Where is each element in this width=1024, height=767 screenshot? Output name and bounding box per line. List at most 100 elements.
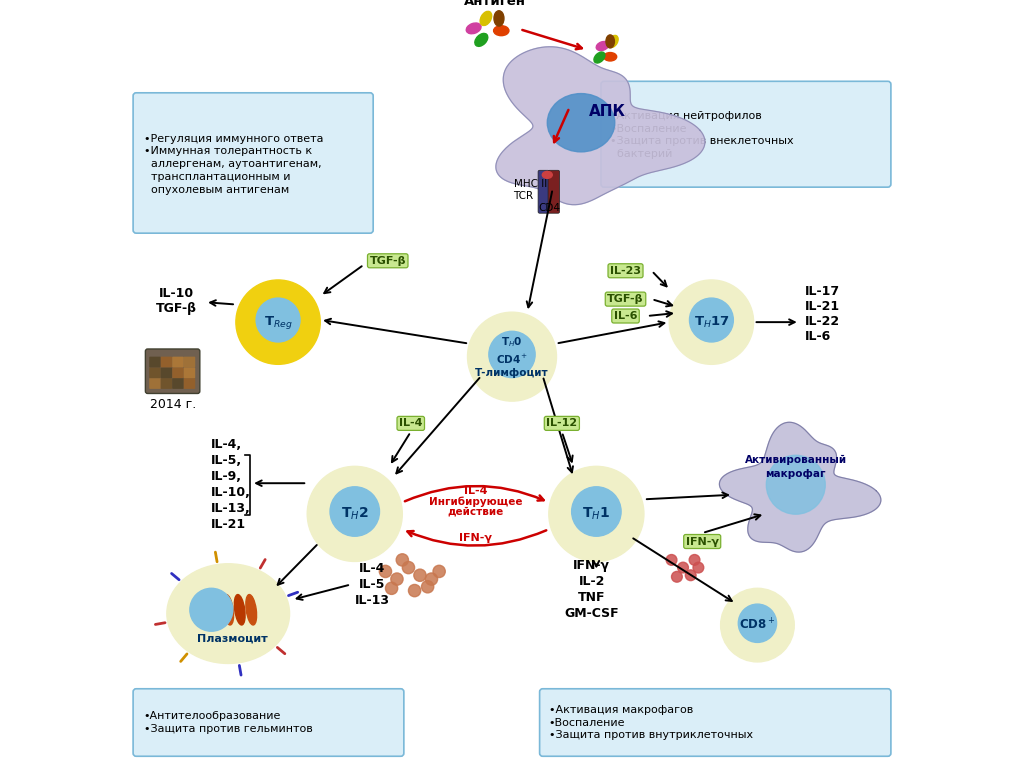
Text: IFN-γ: IFN-γ <box>686 536 719 547</box>
Text: IL-23: IL-23 <box>610 265 641 276</box>
Text: T$_H$2: T$_H$2 <box>341 505 369 522</box>
Text: Антиген: Антиген <box>464 0 526 8</box>
Text: IL-12: IL-12 <box>546 418 578 429</box>
Text: TCR: TCR <box>513 190 534 201</box>
FancyBboxPatch shape <box>150 357 161 367</box>
FancyBboxPatch shape <box>150 367 161 378</box>
Ellipse shape <box>604 52 616 61</box>
Polygon shape <box>496 47 705 205</box>
Ellipse shape <box>475 34 487 46</box>
FancyBboxPatch shape <box>150 378 161 389</box>
FancyBboxPatch shape <box>538 170 550 213</box>
Text: T$_{Reg}$: T$_{Reg}$ <box>263 314 293 331</box>
Text: MHC II: MHC II <box>513 179 547 189</box>
Circle shape <box>385 582 397 594</box>
Text: Т$_H$0
CD4$^+$
Т-лимфоцит: Т$_H$0 CD4$^+$ Т-лимфоцит <box>475 335 549 378</box>
Circle shape <box>425 573 437 585</box>
Ellipse shape <box>246 594 257 625</box>
Ellipse shape <box>223 594 233 625</box>
Circle shape <box>379 565 391 578</box>
Circle shape <box>672 571 682 582</box>
FancyBboxPatch shape <box>172 367 183 378</box>
Text: Плазмоцит: Плазмоцит <box>197 633 267 644</box>
Ellipse shape <box>211 594 222 625</box>
Circle shape <box>693 562 703 573</box>
FancyBboxPatch shape <box>172 378 183 389</box>
Circle shape <box>685 570 696 581</box>
Circle shape <box>414 569 426 581</box>
FancyBboxPatch shape <box>133 93 373 233</box>
Circle shape <box>433 565 445 578</box>
Text: T$_H$17: T$_H$17 <box>693 314 729 330</box>
Text: •Активация макрофагов
•Воспаление
•Защита против внутриклеточных: •Активация макрофагов •Воспаление •Защит… <box>549 705 753 740</box>
Text: IL-4
IL-5
IL-13: IL-4 IL-5 IL-13 <box>355 562 390 607</box>
Circle shape <box>256 298 300 342</box>
Ellipse shape <box>494 11 504 26</box>
Text: Активированный: Активированный <box>744 455 847 466</box>
Text: IFN-γ: IFN-γ <box>460 533 493 544</box>
Ellipse shape <box>466 23 481 34</box>
Text: IL-6: IL-6 <box>613 311 637 321</box>
Ellipse shape <box>480 12 492 25</box>
Text: •Антителообразование
•Защита против гельминтов: •Антителообразование •Защита против гель… <box>143 711 312 734</box>
Ellipse shape <box>543 172 552 179</box>
Text: IL-17
IL-21
IL-22
IL-6: IL-17 IL-21 IL-22 IL-6 <box>805 285 840 344</box>
Text: 2014 г.: 2014 г. <box>150 399 197 411</box>
Circle shape <box>738 604 776 643</box>
Text: IL-4,
IL-5,
IL-9,
IL-10,
IL-13,
IL-21: IL-4, IL-5, IL-9, IL-10, IL-13, IL-21 <box>211 438 251 532</box>
Ellipse shape <box>494 26 509 36</box>
Text: CD4: CD4 <box>538 202 560 213</box>
Text: Ингибирующее: Ингибирующее <box>429 496 522 507</box>
FancyBboxPatch shape <box>183 378 196 389</box>
FancyBboxPatch shape <box>183 367 196 378</box>
Circle shape <box>402 561 415 574</box>
Ellipse shape <box>167 564 290 663</box>
Circle shape <box>689 555 700 565</box>
Text: IFN-γ
IL-2
TNF
GM-CSF: IFN-γ IL-2 TNF GM-CSF <box>564 558 620 620</box>
Circle shape <box>488 331 536 377</box>
FancyBboxPatch shape <box>133 689 403 756</box>
Text: CD8$^+$: CD8$^+$ <box>739 617 775 633</box>
Circle shape <box>330 487 380 536</box>
FancyBboxPatch shape <box>161 367 172 378</box>
Text: действие: действие <box>447 506 504 517</box>
FancyBboxPatch shape <box>548 170 559 213</box>
Ellipse shape <box>234 594 245 625</box>
Circle shape <box>721 588 795 662</box>
Text: IL-10
TGF-β: IL-10 TGF-β <box>156 288 197 315</box>
Circle shape <box>766 456 825 514</box>
Ellipse shape <box>596 41 609 51</box>
Circle shape <box>409 584 421 597</box>
Circle shape <box>396 554 409 566</box>
Circle shape <box>678 562 688 573</box>
Text: АПК: АПК <box>590 104 627 119</box>
Text: TGF-β: TGF-β <box>607 294 644 304</box>
Circle shape <box>236 280 321 364</box>
FancyBboxPatch shape <box>601 81 891 187</box>
FancyBboxPatch shape <box>161 378 172 389</box>
Text: IL-4: IL-4 <box>399 418 423 429</box>
Text: •Регуляция иммунного ответа
•Иммунная толерантность к
  аллергенам, аутоантигена: •Регуляция иммунного ответа •Иммунная то… <box>143 133 324 195</box>
Circle shape <box>689 298 733 342</box>
Circle shape <box>422 581 434 593</box>
FancyBboxPatch shape <box>540 689 891 756</box>
Ellipse shape <box>608 35 618 48</box>
Text: макрофаг: макрофаг <box>766 469 826 479</box>
Circle shape <box>468 312 556 401</box>
Ellipse shape <box>606 35 614 48</box>
Circle shape <box>667 555 677 565</box>
Circle shape <box>549 466 644 561</box>
Circle shape <box>391 573 403 585</box>
Circle shape <box>670 280 754 364</box>
Circle shape <box>189 588 232 631</box>
Circle shape <box>571 487 622 536</box>
Text: T$_H$1: T$_H$1 <box>583 505 610 522</box>
Ellipse shape <box>594 52 605 63</box>
FancyBboxPatch shape <box>145 349 200 393</box>
Text: TGF-β: TGF-β <box>370 255 406 266</box>
Text: IL-4: IL-4 <box>464 486 487 496</box>
Circle shape <box>307 466 402 561</box>
Ellipse shape <box>547 94 614 152</box>
Text: •Активация нейтрофилов
•Воспаление
•Защита против внеклеточных
  бактерий: •Активация нейтрофилов •Воспаление •Защи… <box>610 110 794 160</box>
Polygon shape <box>720 423 881 552</box>
